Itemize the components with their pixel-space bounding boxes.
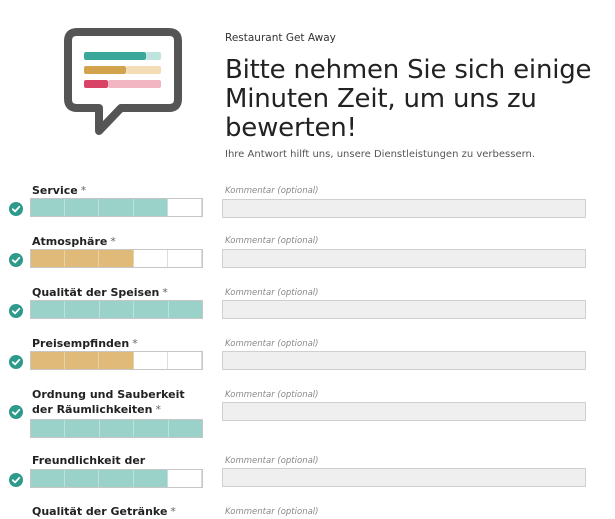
check-icon	[9, 304, 23, 318]
rating-bar[interactable]	[30, 469, 203, 488]
rating-segment-1[interactable]	[31, 470, 66, 487]
check-icon	[9, 405, 23, 419]
speech-bubble-icon	[64, 28, 182, 135]
rating-segment-1[interactable]	[31, 301, 66, 318]
comment-label: Kommentar (optional)	[225, 186, 319, 196]
rating-segment-5[interactable]	[168, 420, 203, 437]
question-label: Ordnung und Sauberkeit der Räumlichkeite…	[32, 387, 207, 417]
comment-label: Kommentar (optional)	[225, 236, 319, 246]
rating-segment-3[interactable]	[99, 250, 134, 267]
page-subtitle: Ihre Antwort hilft uns, unsere Dienstlei…	[225, 149, 536, 160]
rating-segment-4[interactable]	[133, 199, 168, 216]
check-icon	[9, 355, 23, 369]
question-label-text: Qualität der Speisen	[32, 286, 160, 299]
rating-segment-4[interactable]	[133, 250, 168, 267]
comment-input[interactable]	[222, 199, 586, 218]
question-label-text: Atmosphäre	[32, 235, 108, 248]
page-title: Bitte nehmen Sie sich einige Minuten Zei…	[225, 55, 592, 143]
rating-bar[interactable]	[30, 249, 203, 268]
required-asterisk: *	[170, 505, 176, 518]
question-label: Atmosphäre *	[32, 234, 222, 249]
question-label-text: Preisempfinden	[32, 337, 130, 350]
rating-segment-4[interactable]	[134, 420, 169, 437]
rating-segment-1[interactable]	[31, 352, 66, 369]
check-icon	[9, 253, 23, 267]
check-icon	[9, 202, 23, 216]
question-label-text: Qualität der Getränke	[32, 505, 168, 518]
rating-bar[interactable]	[30, 351, 203, 370]
required-asterisk: *	[155, 403, 161, 416]
restaurant-name: Restaurant Get Away	[225, 32, 336, 44]
comment-label: Kommentar (optional)	[225, 456, 319, 466]
rating-segment-4[interactable]	[134, 301, 169, 318]
required-asterisk: *	[162, 286, 168, 299]
rating-segment-1[interactable]	[31, 250, 66, 267]
question-label: Qualität der Getränke *	[32, 504, 222, 519]
rating-bar[interactable]	[30, 300, 203, 319]
comment-input[interactable]	[222, 468, 586, 487]
rating-segment-2[interactable]	[65, 301, 100, 318]
comment-input[interactable]	[222, 351, 586, 370]
rating-segment-2[interactable]	[65, 250, 100, 267]
comment-label: Kommentar (optional)	[225, 288, 319, 298]
rating-segment-3[interactable]	[99, 301, 135, 318]
rating-segment-4[interactable]	[133, 352, 168, 369]
comment-input[interactable]	[222, 249, 586, 268]
rating-segment-3[interactable]	[99, 420, 135, 437]
comment-label: Kommentar (optional)	[225, 507, 319, 517]
question-label: Service *	[32, 183, 222, 198]
rating-segment-3[interactable]	[99, 352, 134, 369]
survey-header: Restaurant Get Away Bitte nehmen Sie sic…	[225, 32, 605, 160]
comment-input[interactable]	[222, 300, 586, 319]
comment-label: Kommentar (optional)	[225, 390, 319, 400]
rating-segment-2[interactable]	[65, 199, 100, 216]
rating-segment-5[interactable]	[167, 199, 203, 216]
rating-segment-5[interactable]	[167, 470, 203, 487]
rating-segment-2[interactable]	[65, 352, 100, 369]
rating-segment-3[interactable]	[99, 470, 134, 487]
required-asterisk: *	[132, 337, 138, 350]
rating-segment-2[interactable]	[65, 470, 100, 487]
check-icon	[9, 473, 23, 487]
rating-bar[interactable]	[30, 419, 203, 438]
rating-bar[interactable]	[30, 198, 203, 217]
rating-segment-3[interactable]	[99, 199, 134, 216]
comment-input[interactable]	[222, 402, 586, 421]
rating-segment-4[interactable]	[133, 470, 168, 487]
rating-segment-1[interactable]	[31, 199, 66, 216]
rating-segment-5[interactable]	[168, 301, 203, 318]
question-label-text: Ordnung und Sauberkeit der Räumlichkeite…	[32, 388, 185, 416]
comment-label: Kommentar (optional)	[225, 339, 319, 349]
rating-segment-5[interactable]	[167, 250, 203, 267]
required-asterisk: *	[110, 235, 116, 248]
question-label: Qualität der Speisen *	[32, 285, 222, 300]
question-label: Preisempfinden *	[32, 336, 222, 351]
rating-segment-5[interactable]	[167, 352, 203, 369]
rating-segment-2[interactable]	[65, 420, 100, 437]
rating-segment-1[interactable]	[31, 420, 66, 437]
required-asterisk: *	[80, 184, 87, 197]
question-label-text: Service	[32, 184, 78, 197]
